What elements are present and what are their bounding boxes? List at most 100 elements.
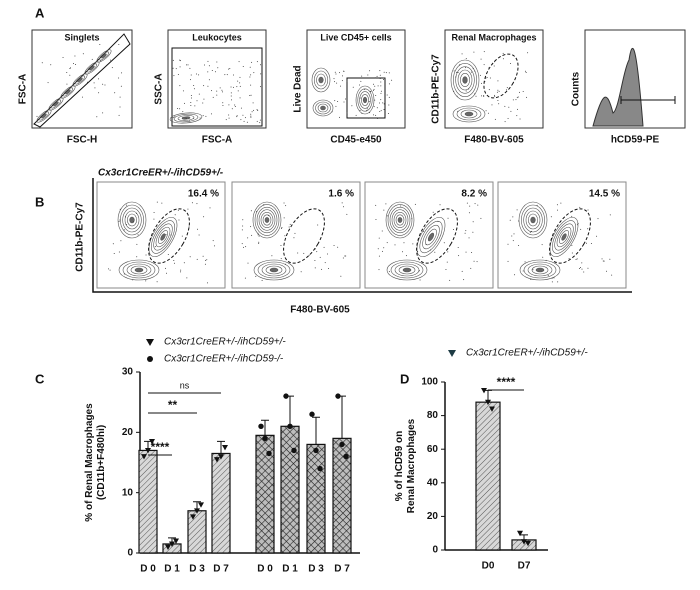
event-dot bbox=[579, 206, 581, 208]
contour bbox=[177, 115, 195, 121]
event-dot bbox=[453, 70, 455, 72]
bar bbox=[187, 510, 207, 554]
event-dot bbox=[475, 95, 477, 97]
data-point bbox=[258, 423, 264, 429]
contour bbox=[265, 265, 283, 275]
event-dot bbox=[74, 55, 76, 57]
contour bbox=[262, 214, 272, 226]
event-dot bbox=[221, 91, 223, 93]
contour bbox=[464, 111, 474, 117]
event-dot bbox=[303, 252, 305, 254]
data-point bbox=[165, 544, 171, 550]
event-dot bbox=[314, 260, 316, 262]
event-dot bbox=[583, 271, 585, 273]
event-dot bbox=[432, 211, 434, 213]
event-dot bbox=[281, 227, 283, 229]
event-dot bbox=[469, 205, 471, 207]
event-dot bbox=[515, 99, 517, 101]
event-dot bbox=[557, 281, 559, 283]
event-dot bbox=[380, 90, 382, 92]
event-dot bbox=[186, 277, 188, 279]
contour bbox=[398, 265, 416, 275]
contour bbox=[391, 209, 409, 231]
y-label-line: (CD11b+F480hi) bbox=[96, 425, 107, 500]
event-dot bbox=[231, 108, 233, 110]
event-dot bbox=[62, 56, 64, 58]
event-dot bbox=[510, 110, 512, 112]
y-tick-label: 100 bbox=[421, 377, 438, 388]
contour bbox=[258, 209, 276, 231]
event-dot bbox=[411, 218, 413, 220]
event-dot bbox=[383, 103, 385, 105]
event-dot bbox=[257, 109, 259, 111]
error-bar bbox=[261, 419, 269, 436]
event-dot bbox=[373, 114, 375, 116]
event-dot bbox=[263, 204, 265, 206]
event-dot bbox=[154, 246, 156, 248]
event-dot bbox=[224, 74, 226, 76]
event-dot bbox=[207, 60, 209, 62]
gate bbox=[483, 53, 519, 99]
event-dot bbox=[483, 51, 485, 53]
event-dot bbox=[457, 71, 459, 73]
event-dot bbox=[379, 70, 381, 72]
event-dot bbox=[507, 260, 509, 262]
event-dot bbox=[524, 70, 526, 72]
event-dot bbox=[556, 204, 558, 206]
x-tick-label: D 3 bbox=[189, 564, 205, 575]
event-dot bbox=[377, 85, 379, 87]
event-dot bbox=[175, 68, 177, 70]
contour bbox=[397, 217, 403, 223]
x-tick-label: D 0 bbox=[140, 564, 156, 575]
event-dot bbox=[430, 249, 432, 251]
contour bbox=[126, 263, 152, 277]
event-dot bbox=[370, 90, 372, 92]
panel-letter: A bbox=[35, 5, 45, 20]
event-dot bbox=[165, 272, 167, 274]
event-dot bbox=[206, 282, 208, 284]
event-dot bbox=[606, 270, 608, 272]
event-dot bbox=[280, 258, 282, 260]
event-dot bbox=[522, 270, 524, 272]
event-dot bbox=[388, 271, 390, 273]
event-dot bbox=[256, 61, 258, 63]
event-dot bbox=[249, 66, 251, 68]
event-dot bbox=[512, 216, 514, 218]
event-dot bbox=[498, 103, 500, 105]
event-dot bbox=[486, 76, 488, 78]
contour bbox=[455, 66, 475, 94]
event-dot bbox=[452, 229, 454, 231]
event-dot bbox=[184, 117, 186, 119]
event-dot bbox=[461, 53, 463, 55]
contour bbox=[158, 230, 168, 244]
event-dot bbox=[102, 112, 104, 114]
event-dot bbox=[368, 100, 370, 102]
event-dot bbox=[82, 53, 84, 55]
event-dot bbox=[352, 86, 354, 88]
event-dot bbox=[346, 80, 348, 82]
event-dot bbox=[196, 228, 198, 230]
event-dot bbox=[236, 116, 238, 118]
event-dot bbox=[239, 76, 241, 78]
contour bbox=[317, 103, 329, 113]
event-dot bbox=[243, 120, 245, 122]
x-label: hCD59-PE bbox=[611, 135, 660, 146]
event-dot bbox=[198, 234, 200, 236]
event-dot bbox=[579, 267, 581, 269]
event-dot bbox=[335, 73, 337, 75]
contour bbox=[462, 76, 468, 84]
event-dot bbox=[550, 216, 552, 218]
contour bbox=[148, 217, 178, 257]
event-dot bbox=[366, 108, 368, 110]
event-dot bbox=[259, 64, 261, 66]
y-tick-label: 10 bbox=[122, 487, 134, 498]
event-dot bbox=[209, 207, 211, 209]
event-dot bbox=[190, 74, 192, 76]
event-dot bbox=[518, 220, 520, 222]
contour bbox=[525, 210, 541, 230]
plot-title: Renal Macrophages bbox=[451, 32, 536, 42]
y-label: % of hCD59 onRenal Macrophages bbox=[394, 418, 417, 513]
event-dot bbox=[343, 206, 345, 208]
event-dot bbox=[50, 64, 52, 66]
